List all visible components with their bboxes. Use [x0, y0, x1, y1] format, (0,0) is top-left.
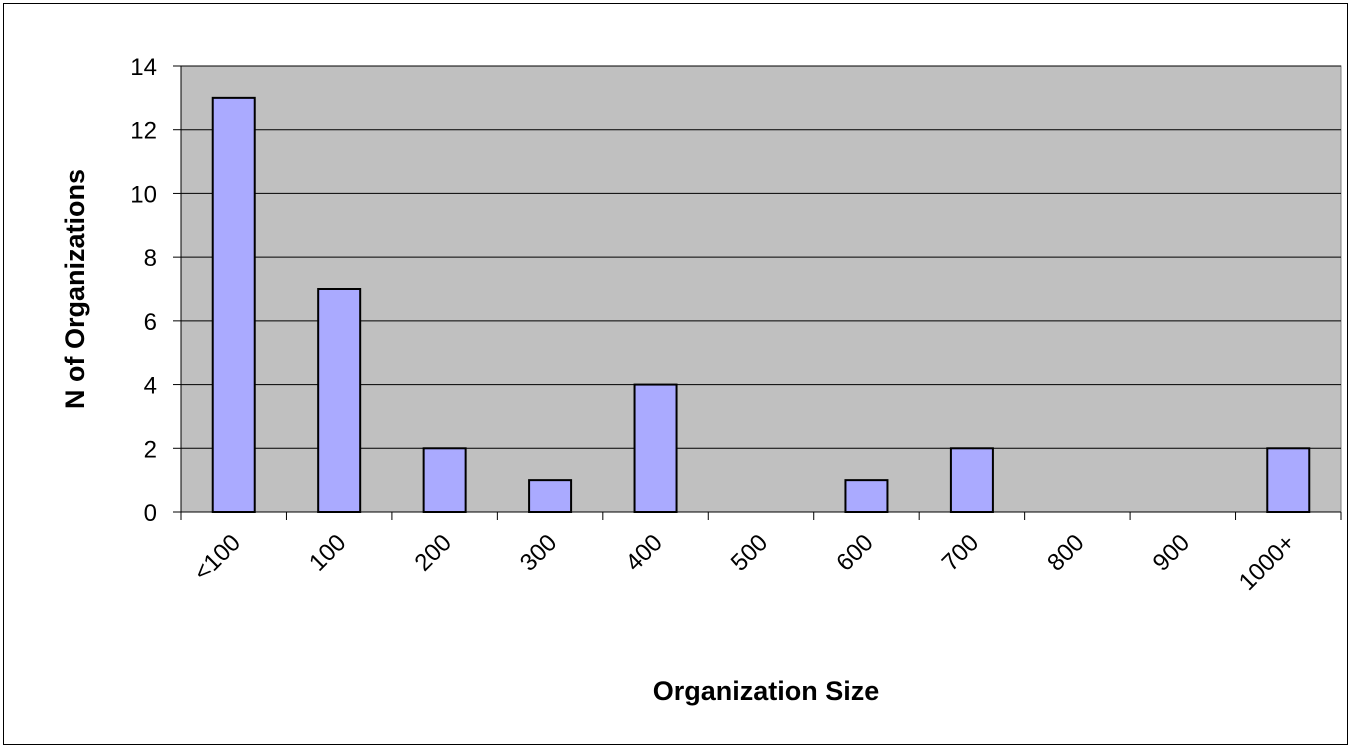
- y-axis-title: N of Organizations: [60, 169, 90, 409]
- bar: [528, 479, 573, 513]
- y-tick-label: 12: [130, 118, 157, 145]
- bar: [949, 447, 994, 513]
- bar: [211, 96, 256, 513]
- bar: [844, 479, 889, 513]
- bar: [1266, 447, 1311, 513]
- bar: [633, 383, 678, 514]
- y-tick-label: 8: [144, 245, 157, 272]
- y-tick-label: 4: [144, 373, 157, 400]
- x-axis-title: Organization Size: [653, 676, 880, 706]
- y-tick-label: 0: [144, 500, 157, 527]
- y-tick-label: 6: [144, 309, 157, 336]
- y-tick-label: 14: [130, 54, 157, 81]
- y-tick-label: 2: [144, 436, 157, 463]
- y-tick-label: 10: [130, 181, 157, 208]
- bar: [422, 447, 467, 513]
- bar: [317, 288, 362, 513]
- plot-area: [180, 65, 1342, 513]
